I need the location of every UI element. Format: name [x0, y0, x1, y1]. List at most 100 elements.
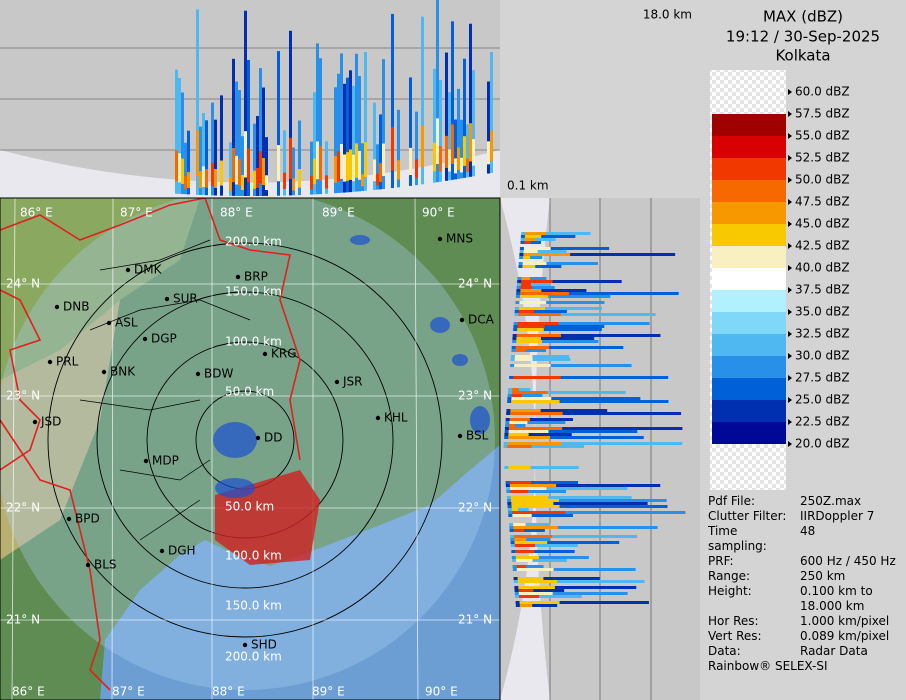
legend-tick	[788, 441, 792, 447]
echo	[343, 154, 346, 182]
echo	[515, 346, 550, 349]
city-dot	[242, 642, 248, 648]
echo	[520, 235, 576, 238]
info-panel: Pdf File: 250Z.max Clutter Filter: IIRDoppl…	[708, 494, 904, 674]
echo	[519, 301, 547, 304]
echo	[518, 310, 535, 313]
top-profile-echoes	[175, 0, 493, 196]
echo	[352, 154, 355, 182]
legend-swatch	[712, 334, 786, 356]
echo	[409, 147, 412, 176]
echo	[232, 58, 235, 196]
echo	[199, 126, 202, 195]
echo	[520, 238, 556, 241]
echo	[292, 147, 295, 196]
echo	[313, 92, 316, 195]
echo	[253, 123, 256, 196]
city-label: DCA	[468, 313, 495, 327]
echo	[244, 131, 247, 178]
echo	[466, 158, 469, 173]
echo	[334, 156, 337, 183]
legend-tick	[788, 265, 792, 271]
echo	[517, 280, 622, 283]
echo	[454, 158, 457, 174]
legend-swatch	[712, 180, 786, 202]
lon-label: 86° E	[12, 685, 45, 699]
echo	[508, 433, 529, 436]
echo	[510, 412, 563, 415]
echo	[361, 174, 364, 187]
echo	[355, 53, 358, 192]
echo	[512, 559, 567, 562]
echo	[472, 70, 475, 177]
echo	[506, 409, 608, 412]
echo	[510, 535, 638, 538]
echo	[283, 172, 286, 190]
echo	[187, 130, 190, 195]
echo	[518, 586, 555, 589]
echo	[512, 514, 532, 517]
echo	[509, 481, 532, 484]
echo	[520, 241, 542, 244]
echo	[205, 120, 208, 196]
legend-tick	[788, 133, 792, 139]
echo	[520, 283, 531, 286]
city-dot	[159, 548, 165, 554]
echo	[511, 508, 519, 511]
echo	[517, 580, 558, 583]
echo	[334, 87, 337, 194]
echo	[415, 111, 418, 186]
echo	[469, 123, 472, 162]
info-value: Radar Data	[800, 644, 868, 658]
city-label: DGP	[151, 332, 177, 346]
echo	[511, 556, 589, 559]
echo	[510, 538, 550, 541]
echo	[205, 168, 208, 188]
echo	[283, 130, 286, 196]
info-value: 600 Hz / 450 Hz	[800, 554, 896, 568]
echo	[487, 81, 490, 174]
info-key: Data:	[708, 644, 741, 658]
echo	[472, 139, 475, 166]
echo	[505, 481, 579, 484]
echo	[516, 565, 526, 568]
lon-label: 89° E	[322, 206, 355, 220]
echo	[490, 51, 493, 173]
echo	[454, 119, 457, 180]
echo	[319, 58, 322, 195]
echo	[265, 137, 268, 196]
city-label: BNK	[110, 365, 136, 379]
echo	[522, 265, 536, 268]
echo	[235, 81, 238, 196]
echo	[439, 146, 442, 172]
legend-tick	[788, 111, 792, 117]
legend-tick	[788, 419, 792, 425]
map-frame	[0, 197, 501, 700]
legend-label: 42.5 dBZ	[795, 239, 850, 253]
info-row: Data: Radar Data	[708, 644, 904, 659]
echo	[516, 292, 679, 295]
city-label: BDW	[204, 367, 233, 381]
echo	[507, 400, 669, 403]
echo	[505, 418, 574, 421]
echo	[460, 119, 463, 179]
top-height-label: 18.0 km	[643, 8, 692, 22]
city-label: PRL	[56, 355, 79, 369]
legend-label: 32.5 dBZ	[795, 327, 850, 341]
echo	[520, 289, 542, 292]
echo	[509, 418, 530, 421]
lat-label: 22° N	[6, 501, 40, 515]
legend-label: 60.0 dBZ	[795, 85, 850, 99]
echo	[516, 340, 543, 343]
echo	[319, 146, 322, 181]
echo	[504, 466, 579, 469]
echo	[514, 313, 656, 316]
legend-label: 27.5 dBZ	[795, 371, 850, 385]
echo	[516, 283, 550, 286]
echo	[298, 168, 301, 188]
city-dot	[195, 371, 201, 377]
city-label: BPD	[75, 512, 100, 526]
bottom-height-label: 0.1 km	[507, 179, 549, 193]
